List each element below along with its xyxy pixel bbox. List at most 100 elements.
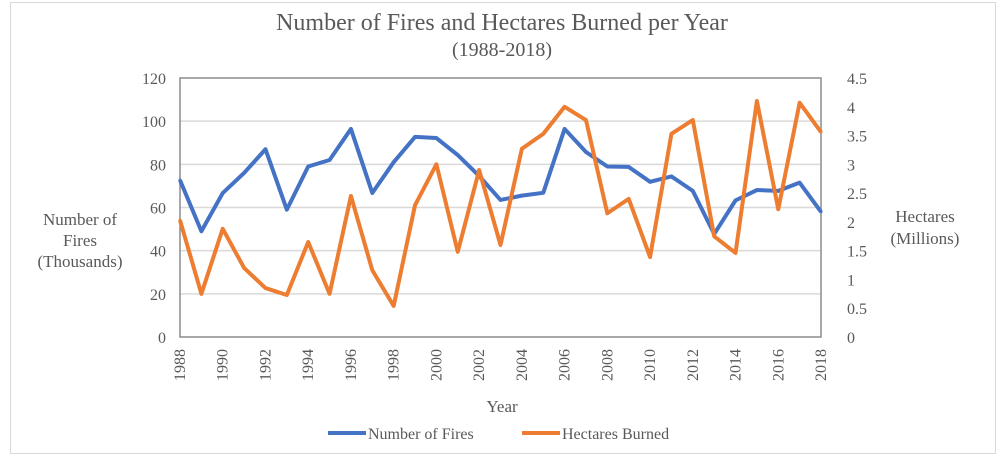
legend-label-fires: Number of Fires [368, 426, 474, 443]
data-point [477, 168, 481, 172]
data-point [627, 197, 631, 201]
chart-subtitle: (1988-2018) [452, 39, 552, 61]
x-tick: 1998 [386, 349, 403, 381]
data-point [499, 198, 502, 202]
y-right-label-1: Hectares [895, 207, 954, 226]
y-right-tick: 4.5 [847, 71, 867, 88]
data-point [755, 99, 759, 103]
y-right-tick: 4 [847, 100, 855, 117]
data-point [413, 203, 417, 207]
data-point [370, 191, 374, 195]
data-point [306, 240, 310, 244]
data-point [563, 127, 567, 131]
data-point [605, 164, 609, 168]
data-point [199, 229, 203, 233]
data-point [242, 266, 246, 270]
data-point [392, 160, 396, 164]
data-point [776, 189, 780, 193]
data-point [349, 127, 353, 131]
y-left-label-2: Fires [63, 231, 97, 250]
data-point [819, 130, 823, 134]
y-left-tick: 40 [150, 244, 166, 261]
x-axis-label: Year [486, 397, 518, 416]
y-right-tick: 1.5 [847, 244, 867, 261]
y-right-tick: 0 [847, 330, 855, 347]
data-point [584, 150, 588, 154]
data-point [328, 292, 332, 296]
x-tick: 2004 [514, 349, 531, 381]
data-point [306, 164, 310, 168]
y-right-tick: 0.5 [847, 301, 867, 318]
x-tick: 1990 [215, 349, 232, 381]
y-left-tick: 100 [142, 114, 166, 131]
data-point [584, 118, 588, 122]
data-point [755, 188, 759, 192]
x-tick: 2000 [428, 349, 445, 381]
x-tick: 1988 [172, 349, 189, 381]
x-tick: 1992 [257, 349, 274, 381]
x-tick: 2012 [685, 349, 702, 381]
x-tick: 2016 [770, 349, 787, 381]
data-point [563, 105, 567, 109]
series-line-hectares [178, 99, 823, 308]
y-left-tick: 80 [150, 157, 166, 174]
y-left-tick: 120 [142, 71, 166, 88]
data-point [199, 292, 203, 296]
data-point [541, 191, 545, 195]
y-left-tick: 60 [150, 201, 166, 218]
data-point [392, 304, 396, 308]
data-point [456, 250, 460, 254]
y-right-tick: 3.5 [847, 129, 867, 146]
data-point [499, 243, 502, 247]
y-left-tick: 20 [150, 287, 166, 304]
data-point [627, 165, 631, 169]
chart-title: Number of Fires and Hectares Burned per … [276, 10, 728, 36]
x-tick: 2002 [471, 349, 488, 381]
series-line-fires [178, 126, 823, 237]
data-point [434, 162, 438, 166]
x-tick: 2018 [813, 349, 830, 381]
x-tick: 2008 [599, 349, 616, 381]
data-point [520, 147, 524, 151]
data-point [605, 211, 609, 215]
data-point [648, 255, 652, 259]
data-point [413, 135, 417, 139]
x-tick: 2014 [728, 349, 745, 381]
data-point [691, 118, 695, 122]
plot-area [179, 77, 822, 338]
data-point [349, 194, 353, 198]
data-point [734, 198, 738, 202]
data-point [370, 268, 374, 272]
legend: Number of Fires Hectares Burned [328, 426, 669, 443]
y-right-tick: 1 [847, 272, 855, 289]
data-point [712, 234, 716, 238]
data-point [648, 180, 652, 184]
legend-label-hectares: Hectares Burned [562, 426, 669, 443]
data-point [669, 132, 673, 136]
y-left-label-3: (Thousands) [38, 252, 123, 271]
y-right-tick: 2.5 [847, 186, 867, 203]
data-point [734, 251, 738, 255]
x-tick: 1994 [300, 349, 317, 381]
data-point [819, 210, 823, 214]
data-point [221, 227, 225, 231]
x-tick: 2006 [557, 349, 574, 381]
y-left-tick: 0 [158, 330, 166, 347]
data-point [520, 194, 524, 198]
x-tick: 1996 [343, 349, 360, 381]
data-point [541, 132, 545, 136]
data-point [669, 174, 673, 178]
y-right-label-2: (Millions) [891, 229, 960, 248]
y-right-tick: 2 [847, 215, 855, 232]
data-point [178, 178, 182, 182]
data-point [221, 191, 225, 195]
data-point [691, 189, 695, 193]
x-tick: 2010 [642, 349, 659, 381]
data-point [798, 101, 802, 105]
data-point [776, 207, 780, 211]
data-point [178, 218, 182, 222]
y-left-label-1: Number of [43, 210, 117, 229]
data-point [263, 147, 267, 151]
data-point [328, 158, 332, 162]
